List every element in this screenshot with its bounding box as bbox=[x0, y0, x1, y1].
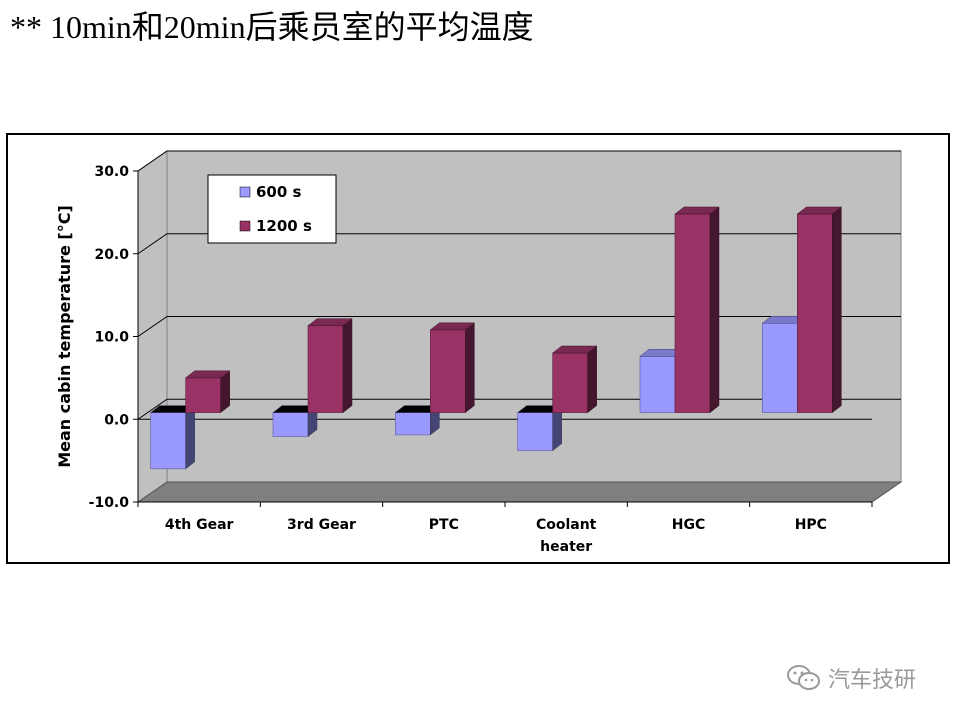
bar-side bbox=[185, 405, 195, 470]
y-tick-label: 10.0 bbox=[94, 330, 129, 346]
bar-top bbox=[429, 322, 476, 331]
bar-face bbox=[272, 412, 309, 437]
bar-top bbox=[551, 345, 598, 354]
chart-frame: 30.0 20.0 10.0 0.0 -10.0 4th Gear 3rd Gear PTC… bbox=[6, 133, 950, 564]
chart-svg: 30.0 20.0 10.0 0.0 -10.0 4th Gear 3rd Gear PTC… bbox=[55, 150, 903, 555]
bar-1200-2 bbox=[429, 322, 476, 414]
x-tick-label: PTC bbox=[429, 517, 459, 533]
watermark-text: 汽车技研 bbox=[828, 668, 917, 693]
x-tick-labels: 4th Gear 3rd Gear PTC Coolant heater HGC HPC bbox=[165, 517, 827, 555]
gridline bbox=[137, 316, 901, 337]
bar-top bbox=[184, 370, 231, 379]
x-tick-label: Coolant bbox=[536, 517, 597, 533]
y-tick-labels: 30.0 20.0 10.0 0.0 -10.0 bbox=[89, 164, 130, 511]
bar-600-1 bbox=[272, 405, 318, 438]
bar-face bbox=[517, 412, 553, 451]
bar-face bbox=[395, 412, 431, 436]
bar-face bbox=[150, 412, 186, 470]
watermark: 汽车技研 bbox=[786, 661, 916, 695]
bar-side bbox=[342, 318, 353, 414]
wechat-icon bbox=[787, 665, 820, 690]
slide-title: ** 10min和20min后乘员室的平均温度 bbox=[10, 9, 534, 45]
y-tick-label: -10.0 bbox=[89, 495, 130, 511]
legend-swatch-1200 bbox=[239, 220, 251, 232]
y-axis-label: Mean cabin temperature [°C] bbox=[55, 205, 74, 468]
x-tick-label: 4th Gear bbox=[165, 517, 234, 533]
legend: 600 s 1200 s bbox=[207, 174, 337, 244]
bar-1200-5 bbox=[796, 206, 843, 414]
y-tick-label: 20.0 bbox=[94, 247, 129, 263]
bar-1200-0 bbox=[184, 370, 231, 414]
gridline bbox=[137, 233, 901, 255]
x-tick-label: HPC bbox=[795, 517, 827, 533]
bar-side bbox=[587, 345, 597, 414]
bar-600-2 bbox=[394, 405, 441, 436]
bar-face bbox=[797, 213, 833, 413]
bar-face bbox=[307, 325, 344, 413]
bar-face bbox=[185, 377, 221, 413]
bar-side bbox=[709, 206, 720, 414]
bar-1200-4 bbox=[674, 206, 720, 414]
x-tick-label: HGC bbox=[672, 517, 705, 533]
gridline bbox=[137, 150, 901, 172]
x-tick-label: 3rd Gear bbox=[287, 517, 356, 533]
bar-face bbox=[762, 322, 798, 413]
bar-face bbox=[552, 352, 588, 413]
bar-600-0 bbox=[149, 405, 196, 470]
bar-face bbox=[430, 329, 466, 413]
legend-label-600: 600 s bbox=[256, 183, 302, 201]
bar-face bbox=[674, 213, 711, 413]
legend-label-1200: 1200 s bbox=[256, 217, 312, 235]
bar-1200-3 bbox=[551, 345, 598, 414]
axes bbox=[133, 170, 873, 507]
bar-top bbox=[674, 206, 720, 215]
bar-side bbox=[832, 206, 842, 414]
bar-1200-1 bbox=[307, 318, 353, 414]
bars bbox=[149, 206, 843, 470]
legend-swatch-600 bbox=[239, 186, 251, 198]
plot-floor bbox=[136, 481, 903, 503]
bar-side bbox=[465, 322, 475, 414]
y-tick-label: 0.0 bbox=[104, 412, 129, 428]
legend-box bbox=[207, 174, 337, 244]
bar-top bbox=[307, 318, 353, 326]
y-tick-label: 30.0 bbox=[94, 164, 129, 180]
x-tick-label: heater bbox=[540, 539, 592, 555]
bar-face bbox=[639, 356, 676, 413]
bar-top bbox=[796, 206, 843, 215]
